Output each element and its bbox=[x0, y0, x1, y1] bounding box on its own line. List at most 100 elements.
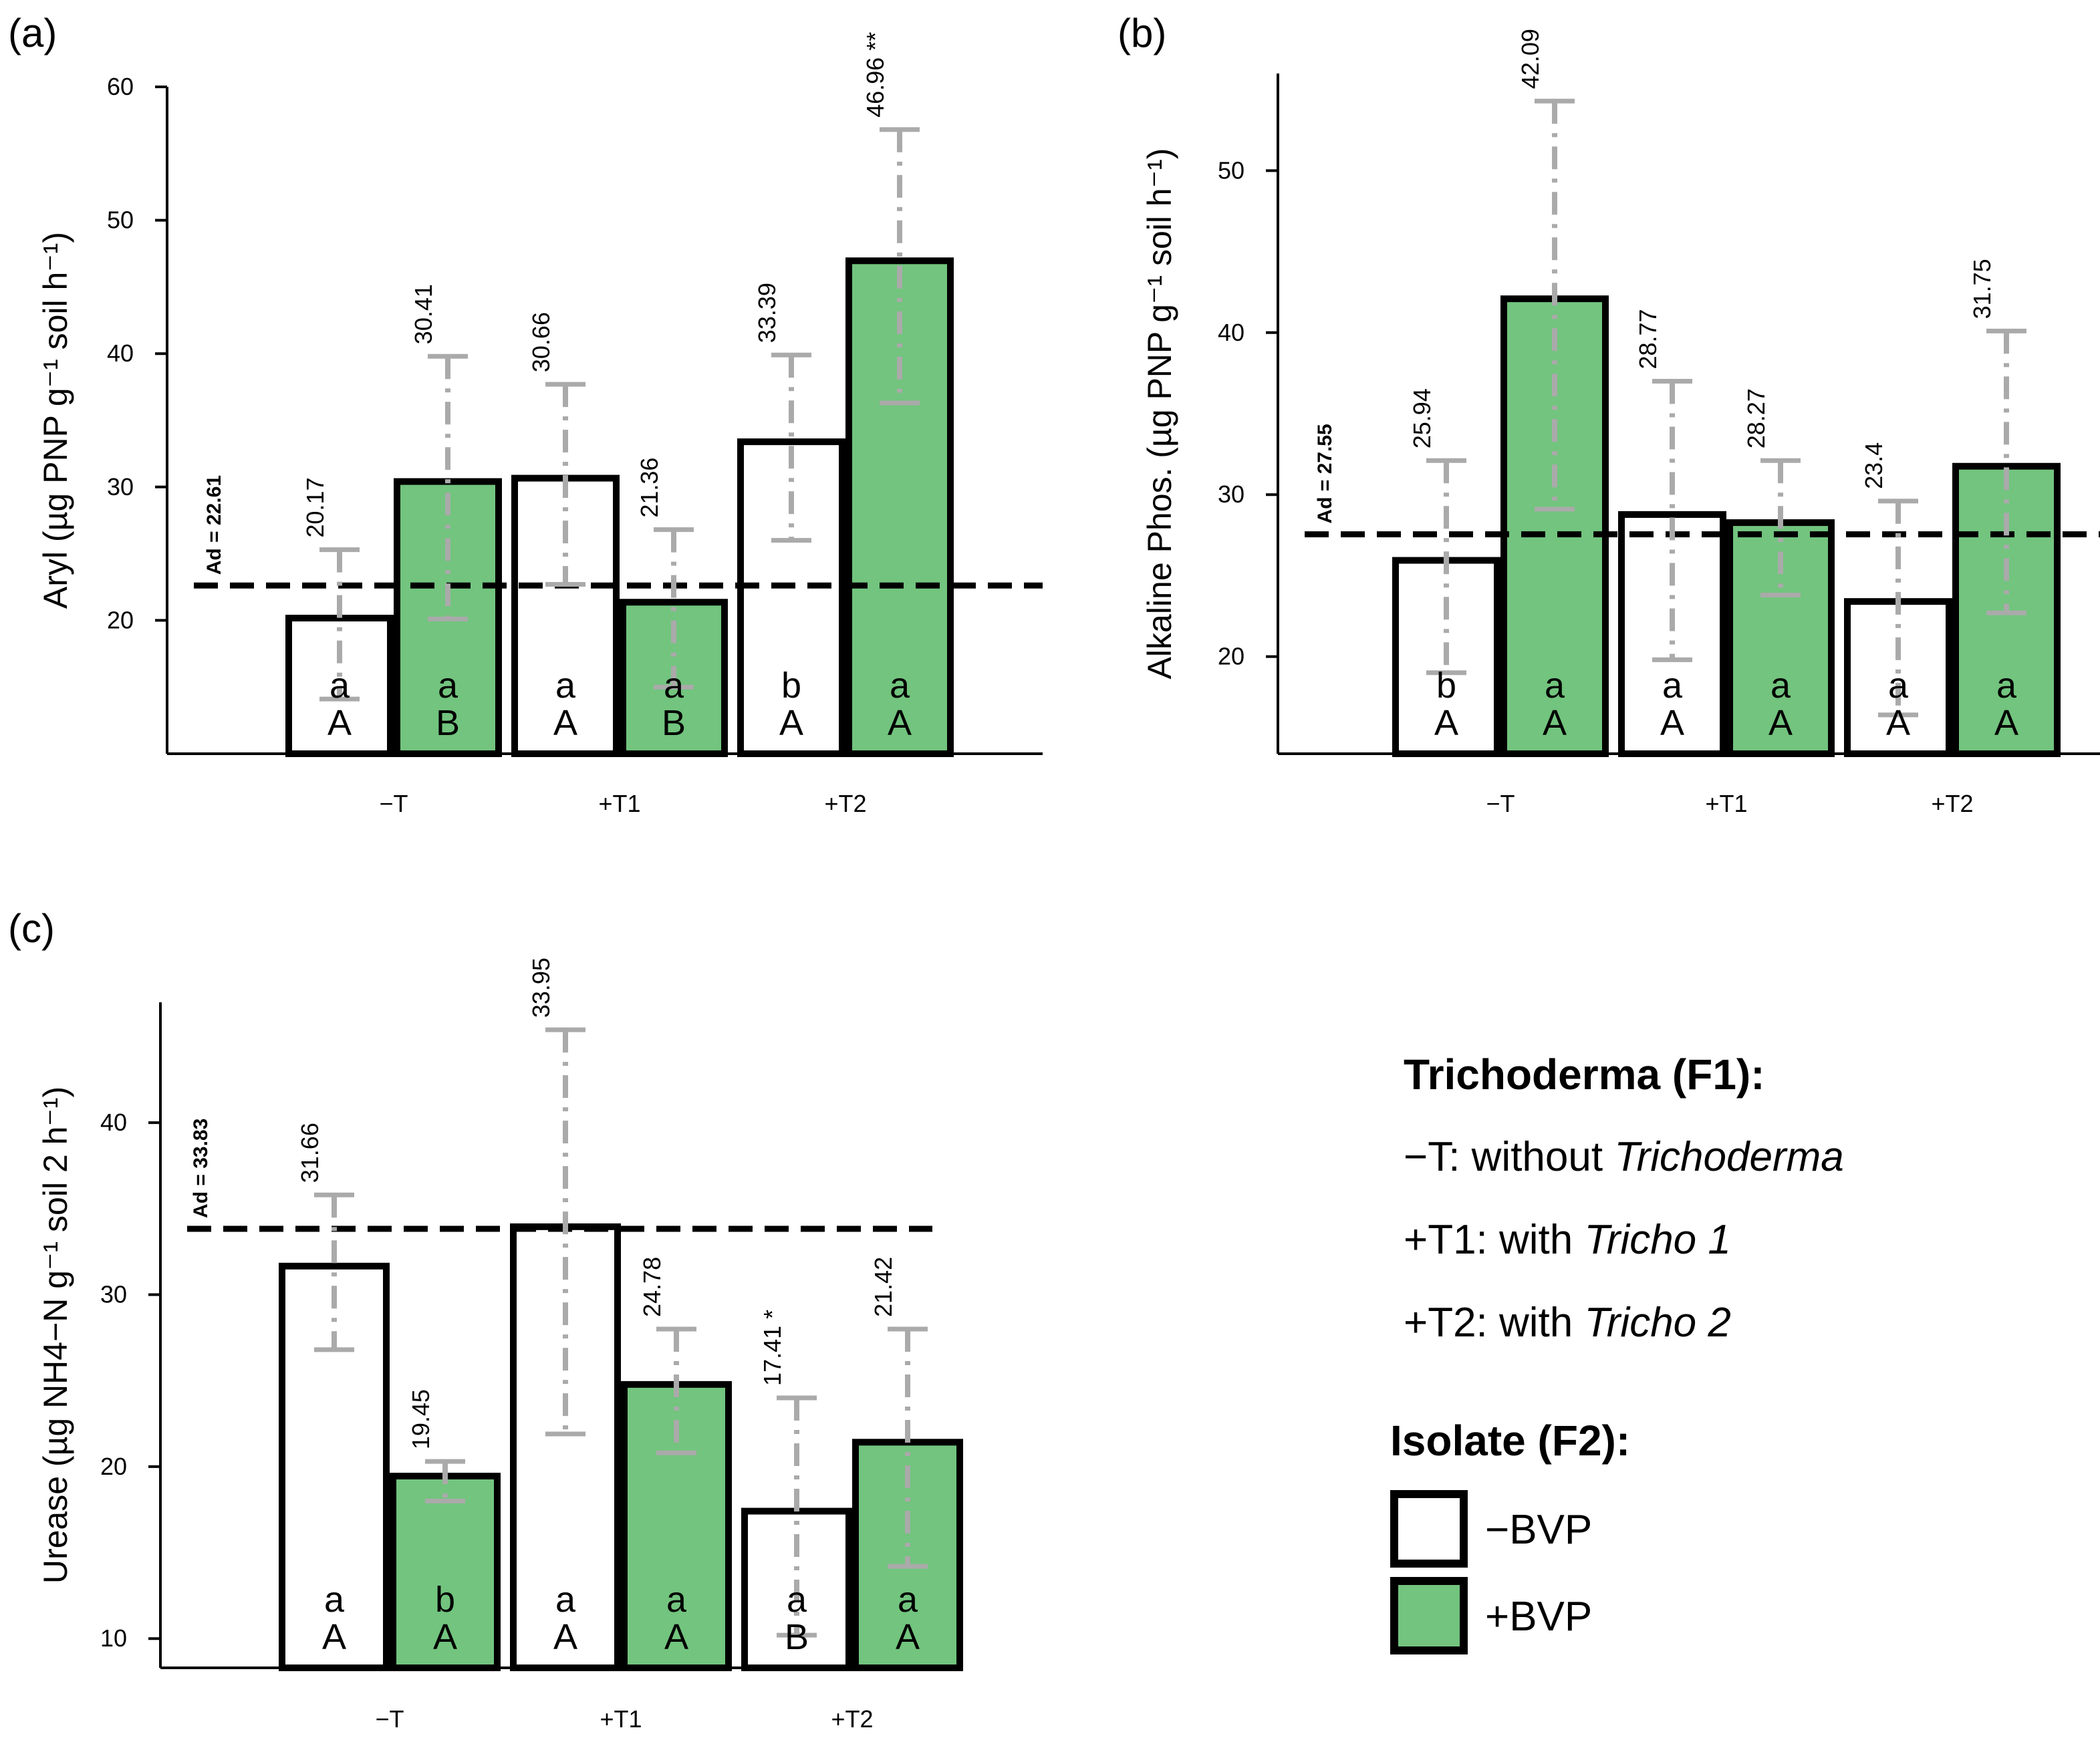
group-letter-upper: A bbox=[327, 703, 352, 743]
panel-label: (c) bbox=[8, 906, 55, 951]
group-letter-upper: A bbox=[1543, 703, 1567, 743]
reference-label: Ad = 33.83 bbox=[190, 1119, 212, 1218]
group-letter-lower: a bbox=[890, 666, 910, 706]
reference-label: Ad = 27.55 bbox=[1314, 424, 1336, 523]
group-letter-lower: a bbox=[1996, 666, 2017, 706]
group-letter-lower: a bbox=[330, 666, 350, 706]
y-tick-label: 30 bbox=[1218, 480, 1244, 508]
legend: Trichoderma (F1): −T: without Trichoderm… bbox=[1390, 1050, 1844, 1654]
value-label: 31.66 bbox=[296, 1123, 323, 1183]
x-category-label: +T1 bbox=[600, 1705, 642, 1733]
group-letter-lower: a bbox=[1770, 666, 1791, 706]
value-label: 46.96 ** bbox=[862, 32, 889, 118]
value-label: 28.77 bbox=[1634, 309, 1662, 369]
y-tick-label: 20 bbox=[107, 606, 134, 633]
y-tick-label: 10 bbox=[100, 1624, 127, 1652]
y-tick-label: 40 bbox=[100, 1109, 127, 1136]
group-letter-lower: b bbox=[1436, 666, 1456, 706]
group-letter-lower: a bbox=[324, 1580, 345, 1620]
group-letter-upper: A bbox=[779, 703, 803, 743]
x-category-label: +T2 bbox=[824, 790, 866, 817]
group-letter-upper: B bbox=[662, 703, 686, 743]
value-label: 20.17 bbox=[301, 478, 329, 538]
group-letter-lower: a bbox=[787, 1580, 807, 1620]
x-category-label: +T2 bbox=[831, 1705, 873, 1733]
value-label: 25.94 bbox=[1408, 388, 1436, 448]
value-label: 17.41 * bbox=[759, 1310, 786, 1386]
chart-panel: (a) Aryl (µg PNP g⁻¹ soil h⁻¹) Ad = 22.61 2… bbox=[8, 11, 1043, 817]
y-axis-label: Urease (µg NH4−N g⁻¹ soil 2 h⁻¹) bbox=[37, 1086, 74, 1584]
legend-f1-desc: Tricho 1 bbox=[1585, 1217, 1731, 1263]
y-tick-label: 20 bbox=[100, 1453, 127, 1480]
legend-f1-item: +T2: with Tricho 2 bbox=[1404, 1300, 1731, 1346]
bar bbox=[845, 257, 954, 758]
y-tick-label: 30 bbox=[107, 473, 134, 500]
legend-f2-title: Isolate (F2): bbox=[1390, 1417, 1630, 1465]
group-letter-upper: A bbox=[553, 703, 577, 743]
legend-f1-title: Trichoderma (F1): bbox=[1404, 1050, 1765, 1099]
group-letter-upper: A bbox=[322, 1617, 346, 1657]
group-letter-lower: a bbox=[1888, 666, 1909, 706]
value-label: 23.4 bbox=[1860, 442, 1887, 489]
x-category-label: +T2 bbox=[1931, 790, 1973, 817]
group-letter-upper: B bbox=[436, 703, 460, 743]
group-letter-lower: a bbox=[555, 1580, 576, 1620]
group-letter-upper: A bbox=[553, 1617, 577, 1657]
x-category-label: +T1 bbox=[598, 790, 640, 817]
group-letter-lower: a bbox=[555, 666, 576, 706]
value-label: 33.95 bbox=[527, 958, 555, 1018]
legend-f1-item: −T: without Trichoderma bbox=[1404, 1134, 1844, 1180]
y-axis-label: Aryl (µg PNP g⁻¹ soil h⁻¹) bbox=[37, 232, 74, 609]
y-tick-label: 50 bbox=[1218, 156, 1244, 184]
x-category-label: −T bbox=[379, 790, 408, 817]
group-letter-lower: a bbox=[666, 1580, 687, 1620]
legend-f1-code: −T: without bbox=[1404, 1134, 1614, 1180]
group-letter-upper: A bbox=[433, 1617, 457, 1657]
value-label: 30.41 bbox=[410, 284, 437, 344]
group-letter-upper: A bbox=[896, 1617, 920, 1657]
group-letter-upper: A bbox=[1768, 703, 1793, 743]
x-category-label: −T bbox=[375, 1705, 404, 1733]
chart-panel: (b) Alkaline Phos. (µg PNP g⁻¹ soil h⁻¹) A… bbox=[1118, 11, 2100, 817]
x-category-label: +T1 bbox=[1705, 790, 1747, 817]
value-label: 28.27 bbox=[1742, 388, 1770, 448]
legend-f2-label: +BVP bbox=[1485, 1594, 1592, 1640]
value-label: 31.75 bbox=[1968, 259, 1996, 319]
value-label: 19.45 bbox=[407, 1389, 434, 1449]
y-tick-label: 20 bbox=[1218, 643, 1244, 670]
group-letter-upper: A bbox=[1886, 703, 1910, 743]
value-label: 21.42 bbox=[870, 1257, 897, 1317]
group-letter-lower: b bbox=[781, 666, 801, 706]
legend-f1-desc: Trichoderma bbox=[1614, 1134, 1843, 1180]
value-label: 24.78 bbox=[638, 1257, 666, 1317]
group-letter-lower: b bbox=[435, 1580, 455, 1620]
group-letter-lower: a bbox=[664, 666, 684, 706]
value-label: 33.39 bbox=[753, 283, 781, 343]
y-tick-label: 50 bbox=[107, 206, 134, 234]
x-category-label: −T bbox=[1486, 790, 1515, 817]
legend-swatch-control bbox=[1390, 1490, 1468, 1568]
y-tick-label: 30 bbox=[100, 1281, 127, 1308]
legend-f1-code: +T1: with bbox=[1404, 1217, 1585, 1263]
y-tick-label: 60 bbox=[107, 73, 134, 100]
group-letter-upper: A bbox=[1994, 703, 2018, 743]
panel-label: (b) bbox=[1118, 11, 1166, 55]
value-label: 30.66 bbox=[527, 312, 555, 372]
chart-panel: (c) Urease (µg NH4−N g⁻¹ soil 2 h⁻¹) Ad = … bbox=[8, 906, 963, 1733]
legend-f1-item: +T1: with Tricho 1 bbox=[1404, 1217, 1731, 1263]
legend-f2-label: −BVP bbox=[1485, 1507, 1592, 1553]
y-tick-label: 40 bbox=[1218, 319, 1244, 346]
group-letter-upper: A bbox=[1660, 703, 1684, 743]
value-label: 21.36 bbox=[636, 458, 663, 518]
group-letter-upper: A bbox=[664, 1617, 688, 1657]
reference-label: Ad = 22.61 bbox=[203, 475, 225, 575]
group-letter-upper: A bbox=[1434, 703, 1458, 743]
legend-f1-code: +T2: with bbox=[1404, 1300, 1585, 1346]
group-letter-lower: a bbox=[1545, 666, 1565, 706]
panel-label: (a) bbox=[8, 11, 57, 55]
group-letter-upper: A bbox=[888, 703, 912, 743]
value-label: 42.09 bbox=[1517, 29, 1544, 89]
group-letter-lower: a bbox=[1662, 666, 1683, 706]
group-letter-lower: a bbox=[898, 1580, 918, 1620]
